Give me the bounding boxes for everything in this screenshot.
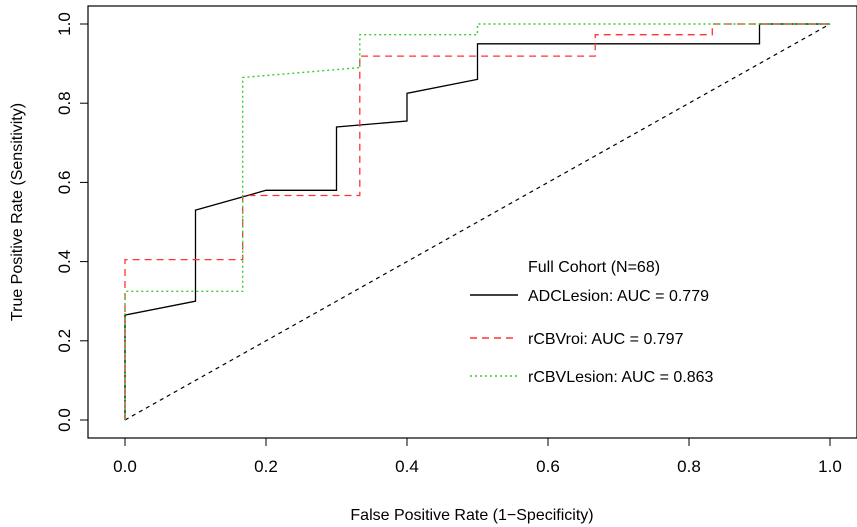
y-tick-label: 1.0	[55, 12, 74, 36]
series-layer	[124, 23, 830, 420]
plot-frame	[87, 5, 857, 439]
y-axis: 0.0 0.2 0.4 0.6 0.8 1.0	[55, 12, 89, 432]
y-tick-label: 0.2	[55, 329, 74, 353]
x-tick-label: 0.8	[677, 457, 701, 476]
legend-label: rCBVLesion: AUC = 0.863	[528, 369, 714, 386]
y-tick-label: 0.8	[55, 91, 74, 115]
x-tick-label: 0.0	[113, 457, 137, 476]
legend: Full Cohort (N=68) ADCLesion: AUC = 0.77…	[470, 259, 714, 386]
legend-title: Full Cohort (N=68)	[528, 259, 660, 276]
x-tick-label: 0.6	[536, 457, 560, 476]
reference-diagonal-group	[124, 23, 831, 421]
y-tick-label: 0.6	[55, 171, 74, 195]
series-line	[124, 23, 830, 420]
reference-diagonal-line	[124, 23, 831, 421]
y-tick-label: 0.0	[55, 408, 74, 432]
legend-label: ADCLesion: AUC = 0.779	[528, 288, 709, 305]
y-axis-title: True Positive Rate (Sensitivity)	[9, 103, 26, 321]
series-line	[124, 23, 830, 420]
x-axis: 0.0 0.2 0.4 0.6 0.8 1.0	[113, 437, 842, 476]
x-axis-title: False Positive Rate (1−Specificity)	[350, 507, 593, 524]
x-tick-label: 0.4	[395, 457, 419, 476]
x-tick-label: 0.2	[254, 457, 278, 476]
x-tick-label: 1.0	[818, 457, 842, 476]
legend-label: rCBVroi: AUC = 0.797	[528, 331, 684, 348]
series-line	[124, 23, 830, 420]
y-tick-label: 0.4	[55, 250, 74, 274]
